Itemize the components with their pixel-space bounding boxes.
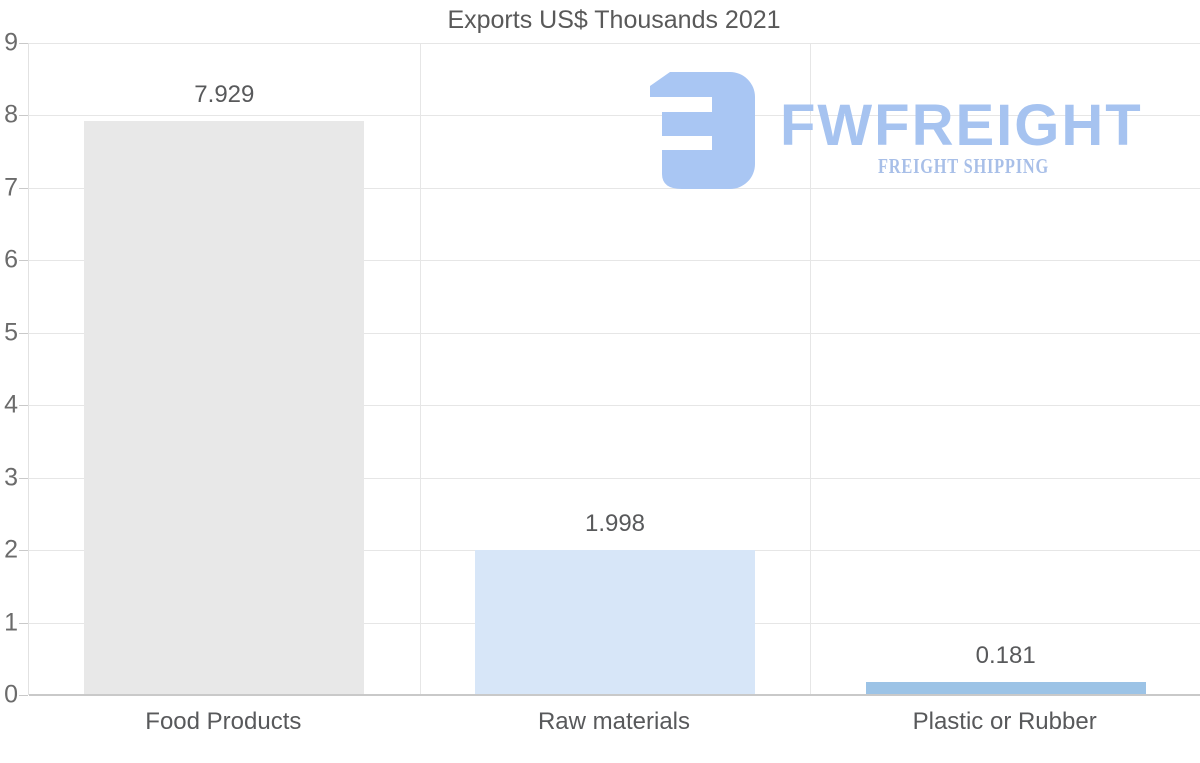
plot-area: 7.929 1.998 0.181 [28, 43, 1200, 696]
y-gridline [29, 405, 1200, 407]
category-label: Food Products [145, 708, 302, 735]
y-axis-tick-label: 8 [4, 100, 18, 129]
y-axis-tick [19, 550, 28, 552]
y-axis-tick-label: 4 [4, 390, 18, 419]
y-axis-tick [19, 260, 28, 262]
bar-value-label: 1.998 [584, 510, 646, 538]
y-gridline [29, 332, 1200, 334]
x-axis-baseline [29, 694, 1200, 696]
brand-name: FWFREIGHT [780, 93, 1143, 158]
brand-logo-icon [650, 72, 755, 189]
y-axis-tick-label: 9 [4, 28, 18, 57]
y-gridline [29, 115, 1200, 117]
y-axis-tick [19, 332, 28, 334]
y-axis-tick [19, 622, 28, 624]
brand-tagline: FREIGHT SHIPPING [878, 154, 1050, 178]
y-axis-tick [19, 405, 28, 407]
bar-food-products[interactable] [84, 120, 365, 695]
y-gridline [29, 187, 1200, 189]
y-axis-tick [19, 695, 28, 696]
y-axis-tick [19, 43, 28, 44]
brand-logo: FWFREIGHT FREIGHT SHIPPING [650, 72, 1160, 192]
y-axis-tick-label: 1 [4, 608, 18, 637]
category-label: Plastic or Rubber [912, 708, 1097, 735]
chart-title: Exports US$ Thousands 2021 [447, 6, 781, 34]
y-axis-tick-label: 6 [4, 245, 18, 274]
y-gridline [29, 477, 1200, 479]
y-axis-tick-label: 5 [4, 318, 18, 347]
y-axis-tick [19, 187, 28, 189]
y-axis: 0 1 2 3 4 5 6 7 8 9 [0, 30, 28, 707]
y-axis-tick-label: 2 [4, 535, 18, 564]
y-axis-tick-label: 3 [4, 463, 18, 492]
bar-plastic-or-rubber[interactable] [865, 681, 1146, 695]
y-axis-tick-label: 7 [4, 173, 18, 202]
y-axis-tick-label: 0 [4, 680, 18, 709]
y-axis-tick [19, 477, 28, 479]
category-separator [810, 43, 812, 695]
y-gridline [29, 260, 1200, 262]
x-axis: Food Products Raw materials Plastic or Rub… [28, 695, 1200, 743]
category-label: Raw materials [537, 708, 690, 735]
bar-value-label: 0.181 [975, 641, 1036, 669]
y-gridline [29, 43, 1200, 44]
category-separator [419, 43, 421, 695]
y-axis-tick [19, 115, 28, 117]
bar-raw-materials[interactable] [475, 550, 755, 695]
bar-value-label: 7.929 [194, 80, 255, 108]
